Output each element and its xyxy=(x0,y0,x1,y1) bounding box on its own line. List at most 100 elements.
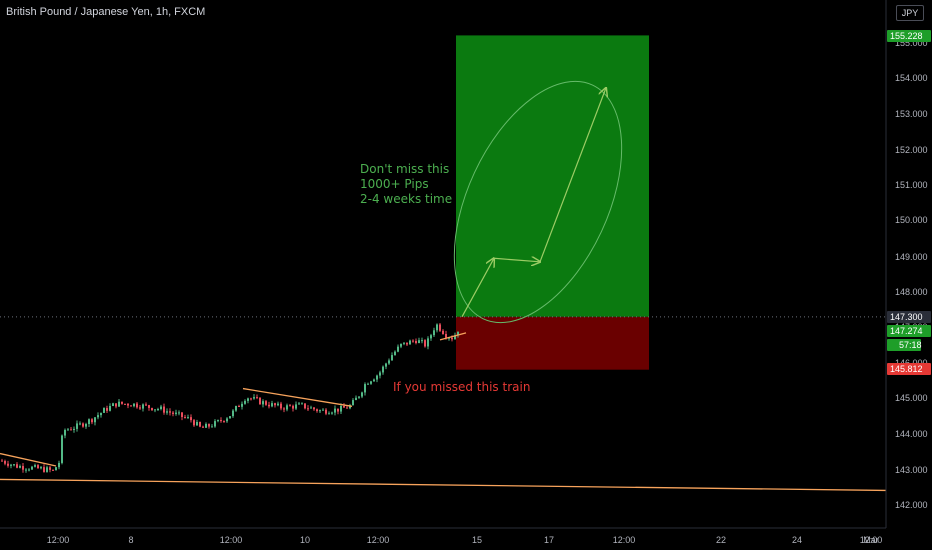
candle-body xyxy=(175,412,177,414)
stop-zone xyxy=(456,316,649,370)
annotation-red-text: If you missed this train xyxy=(393,380,530,394)
candle-body xyxy=(298,403,300,405)
candle-body xyxy=(130,405,132,407)
candle-body xyxy=(451,337,453,340)
candle-body xyxy=(409,340,411,345)
candle-body xyxy=(118,401,120,407)
candle-body xyxy=(58,462,60,468)
y-tick-label: 152.000 xyxy=(895,145,928,155)
candle-body xyxy=(202,426,204,428)
candle-body xyxy=(223,420,225,422)
price-badge-last xyxy=(887,325,931,337)
candle-body xyxy=(82,423,84,427)
y-tick-label: 148.000 xyxy=(895,287,928,297)
candle-body xyxy=(322,409,324,411)
candle-body xyxy=(229,416,231,419)
y-tick-label: 151.000 xyxy=(895,180,928,190)
candle-body xyxy=(424,340,426,347)
candle-body xyxy=(355,397,357,401)
projection-arrow xyxy=(461,258,494,318)
candles xyxy=(1,323,459,473)
candle-body xyxy=(85,423,87,427)
x-tick-label: 8 xyxy=(128,535,133,545)
candle-body xyxy=(337,408,339,412)
candle-body xyxy=(274,403,276,406)
x-tick-label: 24 xyxy=(792,535,802,545)
candle-body xyxy=(163,406,165,413)
candle-body xyxy=(304,403,306,409)
candle-body xyxy=(319,410,321,412)
candle-body xyxy=(433,330,435,336)
candle-body xyxy=(286,405,288,410)
y-tick-label: 144.000 xyxy=(895,429,928,439)
candle-body xyxy=(181,412,183,417)
x-tick-label: 22 xyxy=(716,535,726,545)
price-badge-label: 145.812 xyxy=(890,364,923,374)
candle-body xyxy=(376,375,378,380)
candle-body xyxy=(127,403,129,406)
price-badge-label: 147.274 xyxy=(890,326,923,336)
y-tick-label: 150.000 xyxy=(895,215,928,225)
x-tick-label: 12:00 xyxy=(613,535,636,545)
price-badge-countdown xyxy=(887,339,921,351)
projection-ellipse xyxy=(453,80,623,324)
candle-body xyxy=(307,408,309,410)
candle-body xyxy=(49,467,51,470)
candle-body xyxy=(259,397,261,405)
candle-body xyxy=(226,418,228,422)
annotation-green-text: 2-4 weeks time xyxy=(360,192,452,206)
candle-body xyxy=(22,466,24,470)
x-tick-label: 15 xyxy=(472,535,482,545)
candle-body xyxy=(277,403,279,406)
candle-body xyxy=(295,404,297,409)
candle-body xyxy=(439,324,441,331)
y-tick-label: 155.000 xyxy=(895,38,928,48)
candle-body xyxy=(238,406,240,408)
candle-body xyxy=(268,404,270,407)
candle-body xyxy=(262,401,264,405)
currency-button[interactable]: JPY xyxy=(896,5,924,21)
candle-body xyxy=(454,335,456,340)
candle-body xyxy=(352,400,354,406)
candle-body xyxy=(415,341,417,344)
candle-body xyxy=(370,381,372,384)
y-tick-label: 154.000 xyxy=(895,73,928,83)
trendline xyxy=(0,478,887,492)
candle-body xyxy=(94,417,96,423)
candle-body xyxy=(382,366,384,373)
candle-body xyxy=(340,405,342,412)
projection-arrow xyxy=(493,258,540,262)
candle-body xyxy=(151,407,153,411)
trendline xyxy=(0,452,57,467)
candle-body xyxy=(46,467,48,472)
candle-body xyxy=(427,338,429,347)
candle-body xyxy=(100,412,102,416)
price-badge-entry xyxy=(887,311,931,323)
candle-body xyxy=(76,423,78,429)
price-badge-target xyxy=(887,30,931,42)
candle-body xyxy=(400,343,402,347)
candle-body xyxy=(115,403,117,407)
y-tick-label: 145.000 xyxy=(895,393,928,403)
candle-body xyxy=(97,415,99,418)
annotation-green-text: 1000+ Pips xyxy=(360,177,429,191)
projection-arrow xyxy=(539,88,606,263)
candle-body xyxy=(67,429,69,431)
candle-body xyxy=(10,464,12,466)
candle-body xyxy=(91,419,93,423)
candle-body xyxy=(250,398,252,400)
y-tick-label: 149.000 xyxy=(895,252,928,262)
candle-body xyxy=(211,426,213,428)
candle-body xyxy=(40,467,42,469)
candle-body xyxy=(271,403,273,407)
candle-body xyxy=(445,334,447,338)
candle-body xyxy=(289,405,291,407)
candle-body xyxy=(205,423,207,428)
candle-body xyxy=(34,465,36,467)
candle-body xyxy=(160,406,162,410)
candle-body xyxy=(154,409,156,411)
candle-body xyxy=(208,423,210,427)
candle-body xyxy=(19,466,21,468)
candle-body xyxy=(388,360,390,364)
